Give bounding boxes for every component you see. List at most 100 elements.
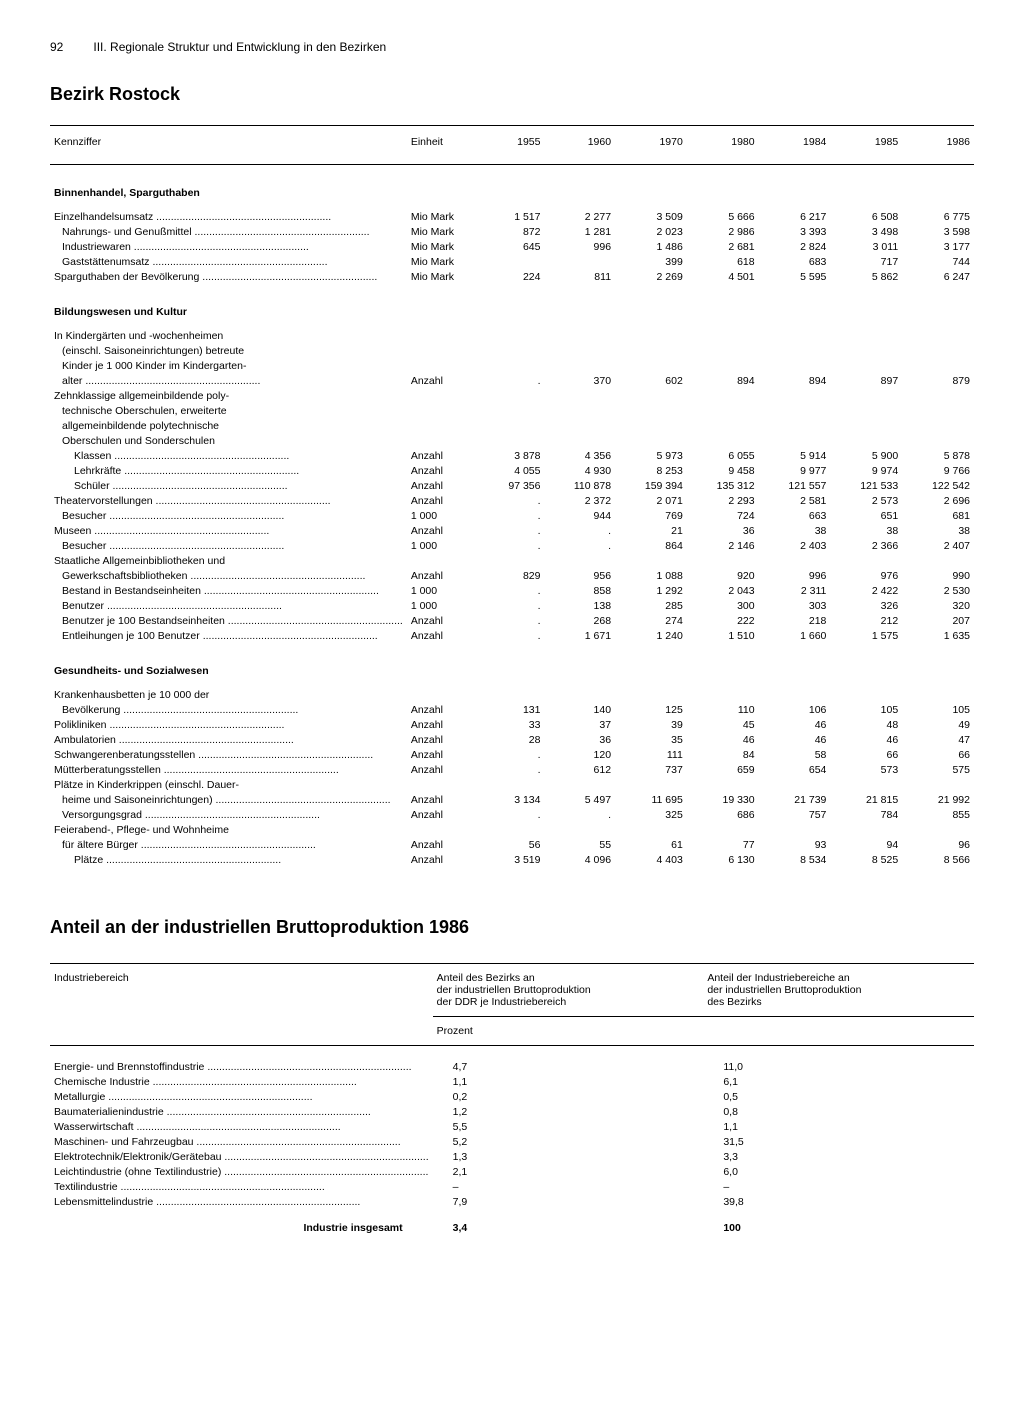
row-value: 207 xyxy=(902,613,974,628)
row-label: Einzelhandelsumsatz ....................… xyxy=(50,209,407,224)
row-unit: Anzahl xyxy=(407,568,482,583)
row-value xyxy=(482,343,545,358)
row-value xyxy=(482,358,545,373)
row-value: 920 xyxy=(687,568,759,583)
row-value xyxy=(902,687,974,702)
row-value: 48 xyxy=(830,717,902,732)
row-value xyxy=(615,343,687,358)
row-value: 399 xyxy=(615,254,687,269)
row-value: 879 xyxy=(902,373,974,388)
second-table-title: Anteil an der industriellen Bruttoproduk… xyxy=(50,917,974,938)
row-label: Plätze .................................… xyxy=(50,852,407,867)
row-value: 2 696 xyxy=(902,493,974,508)
header-year: 1985 xyxy=(830,126,902,165)
row-label: Benutzer ...............................… xyxy=(50,598,407,613)
row-value xyxy=(902,403,974,418)
row-value: 651 xyxy=(830,508,902,523)
row-value xyxy=(544,358,615,373)
row-value xyxy=(902,418,974,433)
table-row: Gewerkschaftsbibliotheken ..............… xyxy=(50,568,974,583)
row-value: . xyxy=(482,373,545,388)
row-value: 769 xyxy=(615,508,687,523)
row-value xyxy=(482,433,545,448)
row-label: Schüler ................................… xyxy=(50,478,407,493)
row-value: 66 xyxy=(830,747,902,762)
row-label: Feierabend-, Pflege- und Wohnheime xyxy=(50,822,407,837)
row-value: 84 xyxy=(687,747,759,762)
row-value: 2 023 xyxy=(615,224,687,239)
row-value: . xyxy=(482,598,545,613)
row-unit: 1 000 xyxy=(407,508,482,523)
row-value: 11 695 xyxy=(615,792,687,807)
row-value: 855 xyxy=(902,807,974,822)
row-value: 737 xyxy=(615,762,687,777)
row-value xyxy=(544,418,615,433)
row-value: 21 739 xyxy=(759,792,831,807)
row-value: 37 xyxy=(544,717,615,732)
row-value: 9 458 xyxy=(687,463,759,478)
row-value xyxy=(544,403,615,418)
row-value: 35 xyxy=(615,732,687,747)
industry-share-ddr: 5,5 xyxy=(433,1120,704,1135)
row-value: 140 xyxy=(544,702,615,717)
row-label: Besucher ...............................… xyxy=(50,538,407,553)
row-value: 33 xyxy=(482,717,545,732)
table-row: (einschl. Saisoneinrichtungen) betreute xyxy=(50,343,974,358)
industry-share-bezirk: – xyxy=(703,1180,974,1195)
row-value: 325 xyxy=(615,807,687,822)
row-value: 1 635 xyxy=(902,628,974,643)
row-unit: Mio Mark xyxy=(407,269,482,284)
industry-row: Chemische Industrie ....................… xyxy=(50,1075,974,1090)
section-title-cell: Binnenhandel, Sparguthaben xyxy=(50,165,974,210)
section-header-row: Gesundheits- und Sozialwesen xyxy=(50,643,974,687)
row-value: 21 xyxy=(615,523,687,538)
row-label: Kinder je 1 000 Kinder im Kindergarten- xyxy=(50,358,407,373)
row-value: 47 xyxy=(902,732,974,747)
row-value xyxy=(830,553,902,568)
row-value: 654 xyxy=(759,762,831,777)
row-value: 811 xyxy=(544,269,615,284)
industry-total-row: Industrie insgesamt3,4100 xyxy=(50,1210,974,1236)
header-einheit: Einheit xyxy=(407,126,482,165)
row-unit: Anzahl xyxy=(407,792,482,807)
row-value xyxy=(830,822,902,837)
row-value: 872 xyxy=(482,224,545,239)
row-value xyxy=(902,433,974,448)
row-value: 2 573 xyxy=(830,493,902,508)
row-value xyxy=(759,553,831,568)
row-value: 8 525 xyxy=(830,852,902,867)
row-value: . xyxy=(544,807,615,822)
row-unit: Mio Mark xyxy=(407,239,482,254)
row-value xyxy=(830,358,902,373)
row-value xyxy=(830,418,902,433)
table-row: Schüler ................................… xyxy=(50,478,974,493)
row-value: 121 533 xyxy=(830,478,902,493)
row-value xyxy=(482,822,545,837)
table-row: Einzelhandelsumsatz ....................… xyxy=(50,209,974,224)
table-row: Museen .................................… xyxy=(50,523,974,538)
total-value-bezirk: 100 xyxy=(703,1210,974,1236)
industry-share-ddr: – xyxy=(433,1180,704,1195)
industry-label: Chemische Industrie ....................… xyxy=(50,1075,433,1090)
row-value xyxy=(615,403,687,418)
row-label: alter ..................................… xyxy=(50,373,407,388)
row-value xyxy=(687,687,759,702)
row-value: 1 510 xyxy=(687,628,759,643)
row-value: 2 581 xyxy=(759,493,831,508)
header-year: 1984 xyxy=(759,126,831,165)
row-label: Krankenhausbetten je 10 000 der xyxy=(50,687,407,702)
table-row: Staatliche Allgemeinbibliotheken und xyxy=(50,553,974,568)
row-value: 77 xyxy=(687,837,759,852)
row-value: . xyxy=(482,747,545,762)
row-value: 300 xyxy=(687,598,759,613)
row-label: für ältere Bürger ......................… xyxy=(50,837,407,852)
header-kennziffer: Kennziffer xyxy=(50,126,407,165)
industry-share-ddr: 1,3 xyxy=(433,1150,704,1165)
row-unit: 1 000 xyxy=(407,538,482,553)
row-value: 39 xyxy=(615,717,687,732)
row-label: Zehnklassige allgemeinbildende poly- xyxy=(50,388,407,403)
row-unit: Anzahl xyxy=(407,732,482,747)
section-title-cell: Gesundheits- und Sozialwesen xyxy=(50,643,974,687)
row-label: allgemeinbildende polytechnische xyxy=(50,418,407,433)
row-value xyxy=(544,388,615,403)
